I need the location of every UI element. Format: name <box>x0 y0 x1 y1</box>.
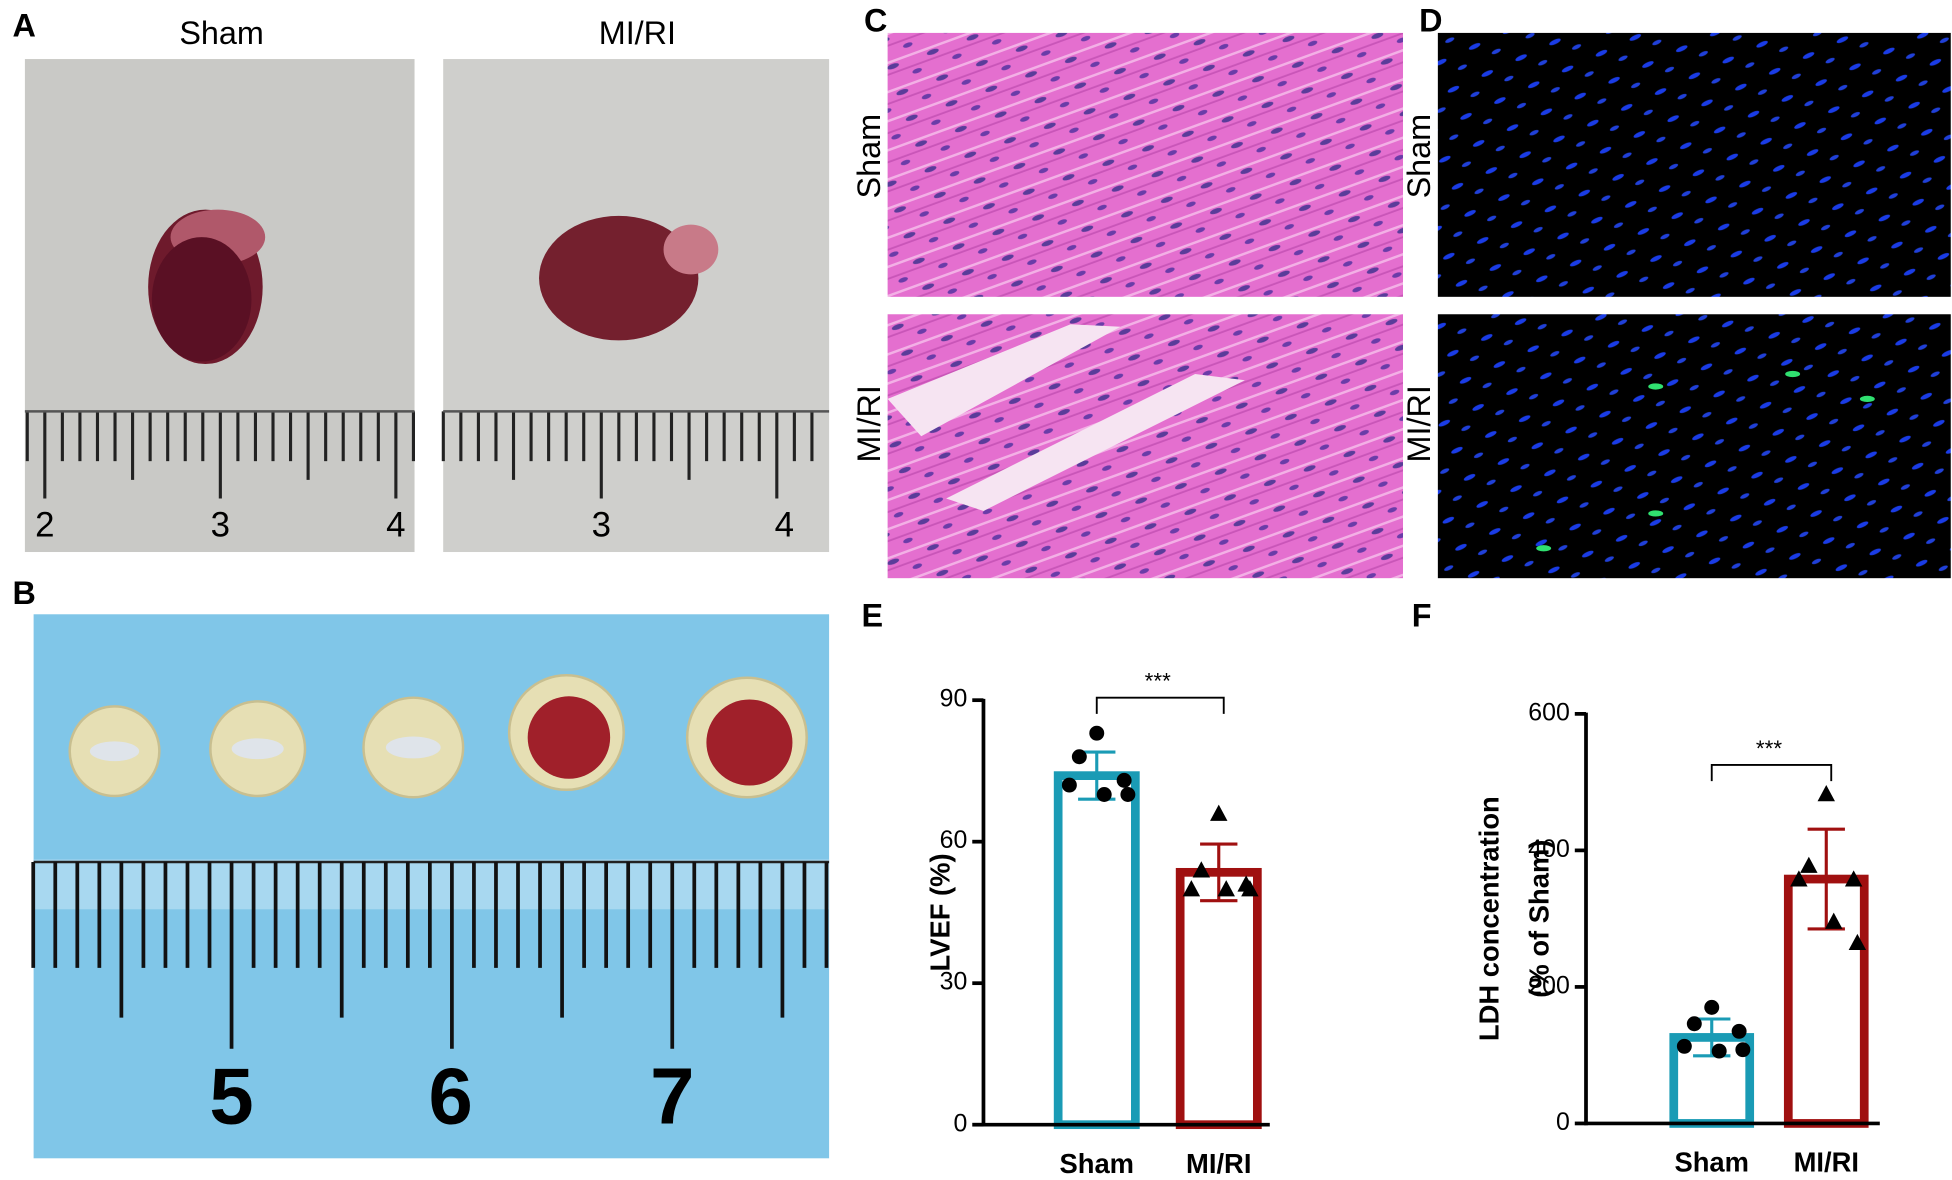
y-axis-label: LDH concentration <box>1474 796 1505 1041</box>
tissue-gap <box>887 324 1245 511</box>
significance-label: *** <box>1145 669 1171 694</box>
data-point <box>1825 912 1843 929</box>
y-axis-label: LVEF (%) <box>925 853 956 971</box>
y-tick-label: 0 <box>1556 1108 1570 1136</box>
significance-bracket <box>1095 696 1225 714</box>
y-tick-label: 0 <box>953 1109 967 1137</box>
bar <box>1053 771 1140 1130</box>
panel-letter: A <box>12 7 35 43</box>
data-point <box>1192 861 1211 878</box>
tunel-signal <box>1536 545 1552 552</box>
y-tick-label: 60 <box>940 826 968 854</box>
data-point <box>1704 999 1720 1015</box>
data-point <box>1686 1016 1702 1032</box>
data-point <box>1848 933 1867 951</box>
tunel-signal <box>1648 383 1664 390</box>
lumen <box>89 741 140 762</box>
data-point <box>1790 870 1808 887</box>
ruler-number: 7 <box>650 1051 694 1140</box>
photo-label: MI/RI <box>599 15 676 51</box>
row-label: MI/RI <box>851 385 887 462</box>
ruler-number: 2 <box>35 505 54 544</box>
micrograph-if <box>1437 314 1951 579</box>
y-tick-label: 400 <box>1528 835 1570 863</box>
photo-label: Sham <box>179 15 264 51</box>
data-point <box>1241 880 1259 897</box>
lumen <box>385 736 441 759</box>
data-point <box>1817 785 1835 802</box>
bar <box>1175 867 1262 1130</box>
y-tick-label: 600 <box>1528 698 1570 726</box>
y-tick-label: 90 <box>940 685 968 713</box>
ruler-number: 5 <box>209 1051 253 1140</box>
data-point <box>1116 772 1132 788</box>
ruler-number: 4 <box>386 505 405 544</box>
x-tick-label: MI/RI <box>1794 1147 1859 1178</box>
heart <box>539 215 699 341</box>
panel-letter: C <box>864 2 887 38</box>
data-point <box>1676 1038 1692 1054</box>
data-point <box>1071 749 1087 765</box>
row-label: MI/RI <box>1401 385 1437 462</box>
x-tick-label: MI/RI <box>1186 1148 1251 1179</box>
row-label: Sham <box>851 114 887 199</box>
y-tick-label: 30 <box>940 968 968 996</box>
data-point <box>1120 787 1136 802</box>
y-tick-label: 200 <box>1528 971 1570 999</box>
tunel-signal <box>1785 370 1801 378</box>
infarct <box>527 696 611 779</box>
panel-letter: B <box>12 575 35 611</box>
micrograph-if <box>1437 32 1951 297</box>
lumen <box>231 738 284 760</box>
panel-letter: F <box>1412 598 1432 634</box>
data-point <box>1089 725 1105 741</box>
micrograph-he <box>887 314 1403 579</box>
data-point <box>1096 787 1112 802</box>
heart-atrium <box>663 224 719 275</box>
y-axis-label: (% of Sham) <box>1523 840 1554 998</box>
significance-bracket <box>1710 763 1833 782</box>
infarct <box>706 699 793 786</box>
x-tick-label: Sham <box>1059 1148 1134 1179</box>
data-point <box>1182 880 1201 897</box>
data-point <box>1217 880 1235 897</box>
significance-label: *** <box>1756 736 1782 761</box>
heart-body <box>151 237 252 362</box>
data-point <box>1844 870 1863 887</box>
data-point <box>1061 777 1077 793</box>
data-point <box>1711 1043 1727 1059</box>
data-point <box>1731 1023 1747 1039</box>
micrograph-he <box>887 32 1403 297</box>
x-tick-label: Sham <box>1674 1147 1749 1178</box>
ruler-number: 3 <box>592 505 611 544</box>
tunel-signal <box>1859 395 1875 403</box>
panel-letter: D <box>1419 2 1442 38</box>
row-label: Sham <box>1401 114 1437 199</box>
panel-letter: E <box>861 598 883 634</box>
data-point <box>1210 804 1228 821</box>
ruler-number: 3 <box>211 505 230 544</box>
ruler-number: 4 <box>775 505 794 544</box>
tunel-signal <box>1648 510 1664 517</box>
data-point <box>1800 856 1818 873</box>
data-point <box>1735 1042 1751 1058</box>
ruler-number: 6 <box>428 1051 472 1140</box>
